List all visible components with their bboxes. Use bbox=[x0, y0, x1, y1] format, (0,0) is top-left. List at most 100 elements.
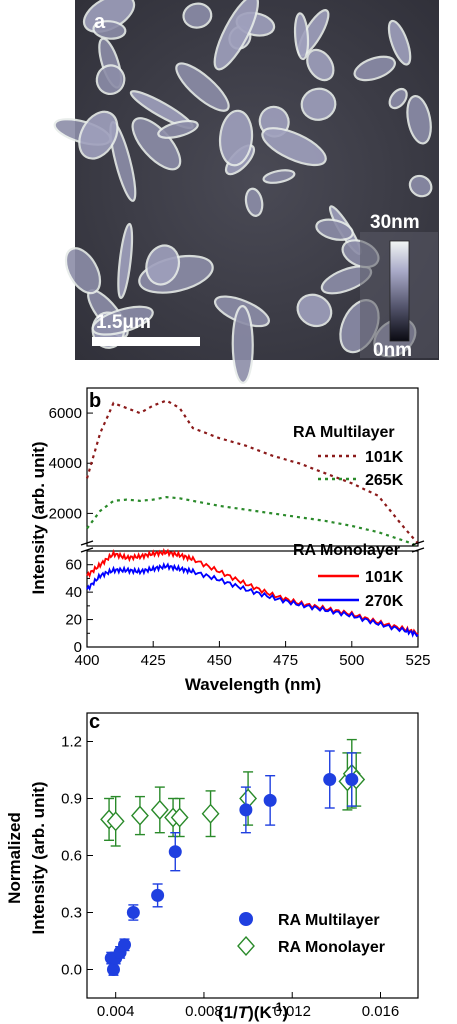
afm-grain bbox=[306, 48, 335, 82]
x-tick-label: 0.016 bbox=[362, 1003, 400, 1020]
afm-grain bbox=[315, 218, 354, 241]
colorbar bbox=[389, 240, 410, 342]
afm-grain bbox=[296, 293, 333, 328]
y-tick-label: 0 bbox=[74, 639, 82, 656]
diamond-marker bbox=[150, 799, 169, 820]
afm-grain bbox=[157, 119, 199, 139]
afm-grain bbox=[64, 247, 102, 295]
afm-grain bbox=[213, 0, 259, 71]
circle-marker bbox=[323, 773, 337, 786]
afm-grain bbox=[244, 187, 264, 217]
x-tick-label: 0.008 bbox=[185, 1003, 223, 1020]
plot-b-ylabel: Intensity (arb. unit) bbox=[29, 442, 48, 595]
circle-marker bbox=[118, 938, 132, 952]
y-tick-label: 40 bbox=[65, 584, 82, 601]
y-tick-label: 4000 bbox=[49, 455, 82, 472]
legend-mono-101-label: 101K bbox=[365, 569, 404, 586]
y-tick-label: 0.3 bbox=[61, 905, 82, 922]
afm-panel: a 1.5μm 30nm 0nm bbox=[53, 0, 439, 384]
plot-b-ticks: 400 425 450 475 500 525 2000 4000 6000 0 20 40 60 bbox=[49, 405, 431, 669]
xlabel-prefix: (1/ bbox=[218, 1003, 238, 1022]
plot-c-xlabel: (1/T)(K-1) bbox=[218, 1000, 288, 1022]
x-tick-label: 500 bbox=[339, 652, 364, 669]
multilayer-point bbox=[168, 832, 182, 872]
xlabel-exp: -1 bbox=[272, 1000, 283, 1014]
y-tick-label: 0.9 bbox=[61, 791, 82, 808]
plot-b-xlabel: Wavelength (nm) bbox=[185, 675, 321, 694]
circle-marker bbox=[151, 888, 165, 902]
afm-grain bbox=[262, 169, 296, 184]
multilayer-point bbox=[263, 775, 277, 826]
diamond-marker bbox=[170, 807, 189, 828]
multilayer-point bbox=[323, 750, 337, 809]
y-tick-label: 60 bbox=[65, 557, 82, 574]
legend-ml-101-label: 101K bbox=[365, 449, 404, 466]
afm-grain bbox=[300, 87, 337, 121]
series-multilayer-265k bbox=[86, 495, 419, 548]
afm-grain bbox=[408, 174, 433, 198]
panel-a-label: a bbox=[94, 11, 106, 33]
series-monolayer-101k bbox=[86, 547, 419, 637]
monolayer-point bbox=[106, 795, 125, 847]
colorbar-min-label: 0nm bbox=[373, 340, 412, 361]
multilayer-point bbox=[151, 883, 165, 908]
monolayer-point bbox=[170, 797, 189, 838]
afm-grain bbox=[92, 20, 127, 40]
y-tick-label: 0.0 bbox=[61, 962, 82, 979]
legend-multilayer-title: RA Multilayer bbox=[293, 424, 395, 441]
afm-grain bbox=[388, 87, 408, 110]
diamond-marker bbox=[201, 803, 220, 824]
scale-bar bbox=[92, 337, 200, 346]
afm-grain bbox=[95, 64, 126, 96]
plot-c-ylabel-line1: Normalized bbox=[5, 812, 24, 904]
x-tick-label: 0.012 bbox=[273, 1003, 311, 1020]
xlabel-suffix: )(K bbox=[248, 1003, 272, 1022]
multilayer-point bbox=[239, 786, 253, 834]
y-tick-label: 6000 bbox=[49, 405, 82, 422]
afm-grain bbox=[175, 62, 230, 112]
x-tick-label: 475 bbox=[273, 652, 298, 669]
afm-grain bbox=[406, 94, 432, 145]
legend-mono-270-label: 270K bbox=[365, 593, 404, 610]
circle-marker bbox=[168, 845, 182, 859]
y-tick-label: 0.6 bbox=[61, 848, 82, 865]
plot-c-ticks: 0.004 0.008 0.012 0.016 0.0 0.3 0.6 0.9 1.2 bbox=[61, 734, 399, 1021]
multilayer-point bbox=[345, 752, 359, 807]
multilayer-point bbox=[106, 963, 120, 976]
xlabel-var: T bbox=[238, 1003, 250, 1022]
afm-grain bbox=[387, 19, 412, 66]
x-tick-label: 450 bbox=[207, 652, 232, 669]
legend-monolayer-marker bbox=[237, 935, 255, 957]
y-tick-label: 20 bbox=[65, 612, 82, 629]
y-tick-label: 2000 bbox=[49, 505, 82, 522]
spectra-panel: b 400 425 450 475 500 5252000400060000204060 … bbox=[29, 387, 431, 694]
multilayer-point bbox=[118, 938, 132, 952]
diamond-marker bbox=[106, 811, 125, 832]
x-tick-label: 425 bbox=[141, 652, 166, 669]
circle-marker bbox=[239, 803, 253, 817]
scale-bar-label: 1.5μm bbox=[96, 312, 151, 333]
afm-grain bbox=[218, 109, 254, 167]
plot-b-series bbox=[85, 399, 419, 638]
afm-grain bbox=[293, 12, 310, 61]
x-tick-label: 0.004 bbox=[97, 1003, 135, 1020]
panel-c-label: c bbox=[89, 711, 100, 733]
afm-grain bbox=[78, 110, 119, 160]
afm-grain bbox=[261, 127, 327, 167]
y-tick-label: 1.2 bbox=[61, 734, 82, 751]
monolayer-point bbox=[201, 790, 220, 838]
circle-marker bbox=[106, 963, 120, 976]
series-multilayer-101k bbox=[85, 399, 419, 545]
legend-monolayer-text: RA Monolayer bbox=[278, 939, 385, 956]
afm-grain bbox=[182, 2, 213, 29]
legend-monolayer-title: RA Monolayer bbox=[293, 542, 400, 559]
legend-multilayer-text: RA Multilayer bbox=[278, 912, 380, 929]
axis-break-marks bbox=[80, 540, 425, 553]
afm-grain bbox=[231, 305, 254, 384]
x-tick-label: 525 bbox=[405, 652, 430, 669]
plot-c-series bbox=[100, 738, 366, 976]
afm-grain bbox=[353, 55, 396, 82]
panel-b-label: b bbox=[89, 390, 101, 412]
afm-grain bbox=[145, 244, 181, 286]
